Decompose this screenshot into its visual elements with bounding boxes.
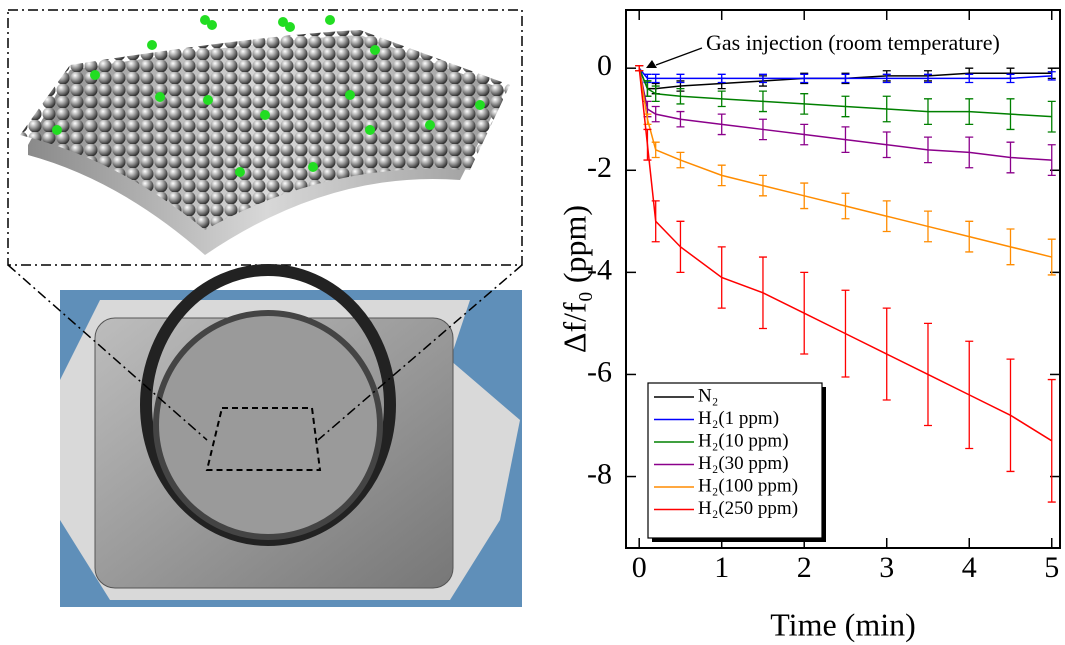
- y-tick-label: -8: [587, 457, 612, 490]
- chart: Time (min) Δf/f₀ (ppm) Gas injection (ro…: [556, 10, 1060, 642]
- x-axis-label: Time (min): [770, 606, 916, 642]
- y-tick-label: 0: [597, 49, 612, 82]
- annotation: Gas injection (room temperature): [706, 30, 1000, 55]
- figure: Time (min) Δf/f₀ (ppm) Gas injection (ro…: [0, 0, 1065, 645]
- legend-label: H₂(100 ppm): [698, 475, 798, 496]
- y-tick-label: -2: [587, 151, 612, 184]
- x-tick-label: 4: [962, 551, 977, 584]
- legend-label: N₂: [698, 385, 718, 406]
- arrow-head: [646, 60, 657, 68]
- x-tick-label: 5: [1044, 551, 1059, 584]
- annotation-arrow: [656, 48, 702, 65]
- sphere-layer: [20, 30, 510, 230]
- x-tick-label: 2: [797, 551, 812, 584]
- illustration: [8, 10, 522, 607]
- y-tick-label: -6: [587, 355, 612, 388]
- y-tick-label: -4: [587, 253, 612, 286]
- legend-label: H₂(10 ppm): [698, 430, 789, 451]
- x-tick-label: 3: [879, 551, 894, 584]
- x-tick-label: 1: [714, 551, 729, 584]
- legend-label: H₂(30 ppm): [698, 453, 789, 474]
- legend-label: H₂(1 ppm): [698, 408, 779, 429]
- x-tick-label: 0: [632, 551, 647, 584]
- legend-label: H₂(250 ppm): [698, 498, 798, 519]
